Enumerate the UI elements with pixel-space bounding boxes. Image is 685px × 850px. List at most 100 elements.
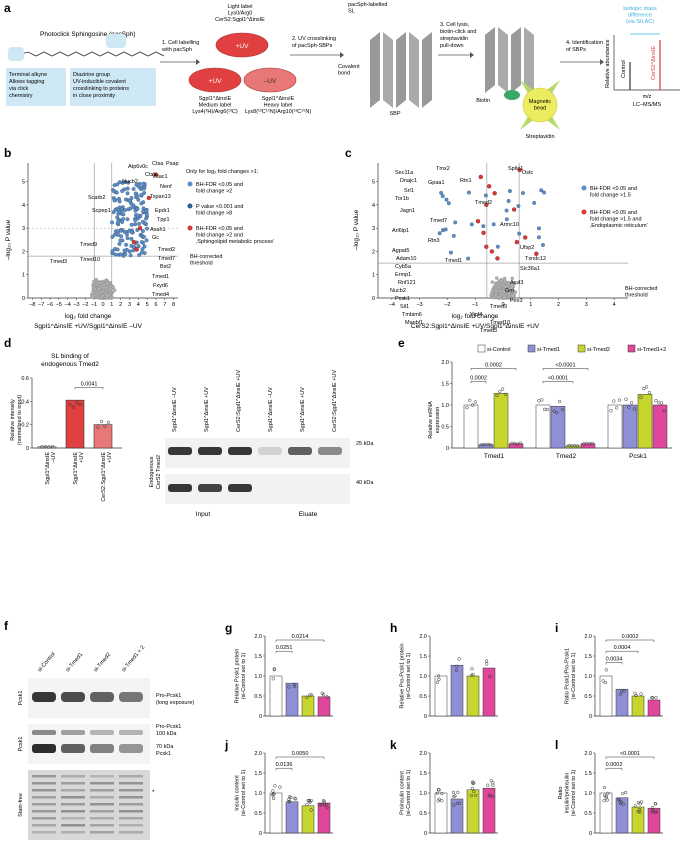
protein-label: Ostc — [522, 170, 534, 176]
y-tick-label: 0.5 — [584, 694, 592, 700]
stain-free-band — [90, 803, 114, 806]
y-tick-label: 2.0 — [419, 751, 427, 757]
bar — [652, 404, 668, 449]
bar — [647, 699, 661, 717]
y-tick-label: 4 — [372, 203, 375, 209]
data-point-highlighted — [523, 235, 528, 240]
arrowhead-step3 — [470, 52, 474, 58]
replicate-point — [451, 790, 456, 795]
replicate-point — [307, 799, 311, 803]
data-point-significant — [137, 221, 142, 226]
stain-free-band — [61, 817, 85, 820]
data-point — [502, 295, 506, 300]
data-point-significant — [128, 206, 133, 211]
data-point-significant — [115, 182, 120, 187]
bar — [631, 806, 645, 834]
y-axis-label: Ratioinsulin/proinsulin(si-Control set t… — [558, 769, 577, 816]
replicate-point — [498, 389, 502, 394]
data-point-significant — [141, 229, 145, 234]
data-point-significant — [118, 238, 123, 243]
biotin-label: Biotin — [476, 98, 490, 104]
replicate-point — [618, 692, 622, 696]
blot-band — [32, 744, 56, 753]
protein-label: Atp6v0c — [128, 164, 148, 170]
y-tick-label: 2.0 — [254, 634, 262, 640]
blot-band — [90, 744, 114, 753]
stain-free-band — [119, 796, 143, 799]
replicate-point — [620, 689, 624, 693]
data-point-highlighted — [492, 191, 497, 196]
data-point-highlighted — [131, 239, 137, 245]
blot-band-tmed2 — [228, 447, 252, 455]
sl-label: pacSph-labelled SL — [348, 2, 387, 15]
bar — [317, 696, 331, 717]
replicate-point — [322, 799, 326, 804]
replicate-point — [308, 693, 312, 697]
data-point-significant — [144, 208, 149, 213]
data-point — [101, 293, 106, 298]
replicate-point — [325, 695, 329, 699]
replicate-point — [437, 797, 441, 801]
y-axis-label: Ratio Pcsk1/Pro-Pcsk1(si-Control set to … — [565, 648, 578, 704]
replicate-point — [435, 791, 439, 795]
replicate-point — [617, 398, 622, 402]
protein-label: Fxyd6 — [153, 283, 168, 289]
protein-label: Scarb2 — [88, 195, 105, 201]
panel-i: i 0 0.5 1.0 1.5 2.0 Ratio Pcsk1/Pro-Pcsk1(si-C… — [555, 621, 663, 720]
y-tick-label: 2.0 — [254, 751, 262, 757]
protein-label: Ctsa — [152, 161, 164, 167]
replicate-point — [278, 785, 282, 789]
y-tick-label: 4 — [22, 203, 25, 209]
protein-label: Manbl1 — [405, 320, 423, 326]
dish-heavy — [243, 67, 297, 93]
data-point-highlighted — [511, 207, 517, 212]
data-point-significant — [122, 248, 127, 253]
ylabel-c: –log₁₀ P value — [353, 209, 360, 250]
replicate-point — [636, 800, 641, 805]
protein-label: Scpep1 — [92, 208, 111, 214]
data-point — [502, 290, 506, 294]
data-point-highlighted — [475, 219, 481, 224]
x-tick-label: –4 — [65, 302, 71, 308]
data-point — [512, 281, 517, 286]
data-point — [513, 290, 518, 294]
pacsph-structure — [17, 51, 165, 57]
protein-label: Asah1 — [150, 227, 166, 233]
stain-free-band — [32, 796, 56, 799]
ylabel-b: –log₁₀ P value — [5, 219, 12, 260]
protein-label: Pex3 — [510, 298, 523, 304]
alkyne-note: Terminal alkyne Allows tagging via click ch… — [9, 72, 47, 99]
stain-free-band — [90, 824, 114, 827]
data-point-significant — [122, 229, 127, 234]
replicate-point — [617, 798, 621, 803]
panel-a: a Photoclick Sphingosine (pacSph) Termin… — [4, 1, 680, 140]
protein-label: Tmed10 — [490, 320, 510, 326]
significance-bracket — [542, 368, 589, 371]
protein-label: Vdac1 — [152, 174, 168, 180]
replicate-point — [75, 401, 79, 405]
replicate-point — [68, 402, 72, 407]
x-tick-label: 1 — [110, 302, 113, 308]
replicate-point — [609, 409, 613, 413]
data-point-significant — [125, 236, 130, 241]
legend-b-title: Only for log₂ fold changes >1: — [186, 169, 259, 175]
replicate-point — [659, 401, 664, 405]
x-tick-label: 8 — [172, 302, 175, 308]
protein-label: Nenf — [160, 184, 172, 190]
significance-bracket — [275, 756, 325, 759]
protein-label: Ctsb — [145, 172, 156, 178]
p-value: 0.0214 — [292, 634, 309, 640]
panel-letter-a: a — [4, 1, 11, 15]
protein-label: Tmed10 — [80, 257, 100, 263]
replicate-point — [488, 443, 493, 447]
y-tick-label: 0 — [589, 831, 592, 837]
compound-title: Photoclick Sphingosine (pacSph) — [40, 31, 135, 38]
replicate-point — [271, 796, 276, 801]
bar — [285, 801, 299, 834]
protein-label: Arl6ip1 — [392, 228, 409, 234]
replicate-point — [654, 696, 658, 700]
bar — [285, 682, 299, 717]
y-tick-label: 0 — [424, 714, 427, 720]
